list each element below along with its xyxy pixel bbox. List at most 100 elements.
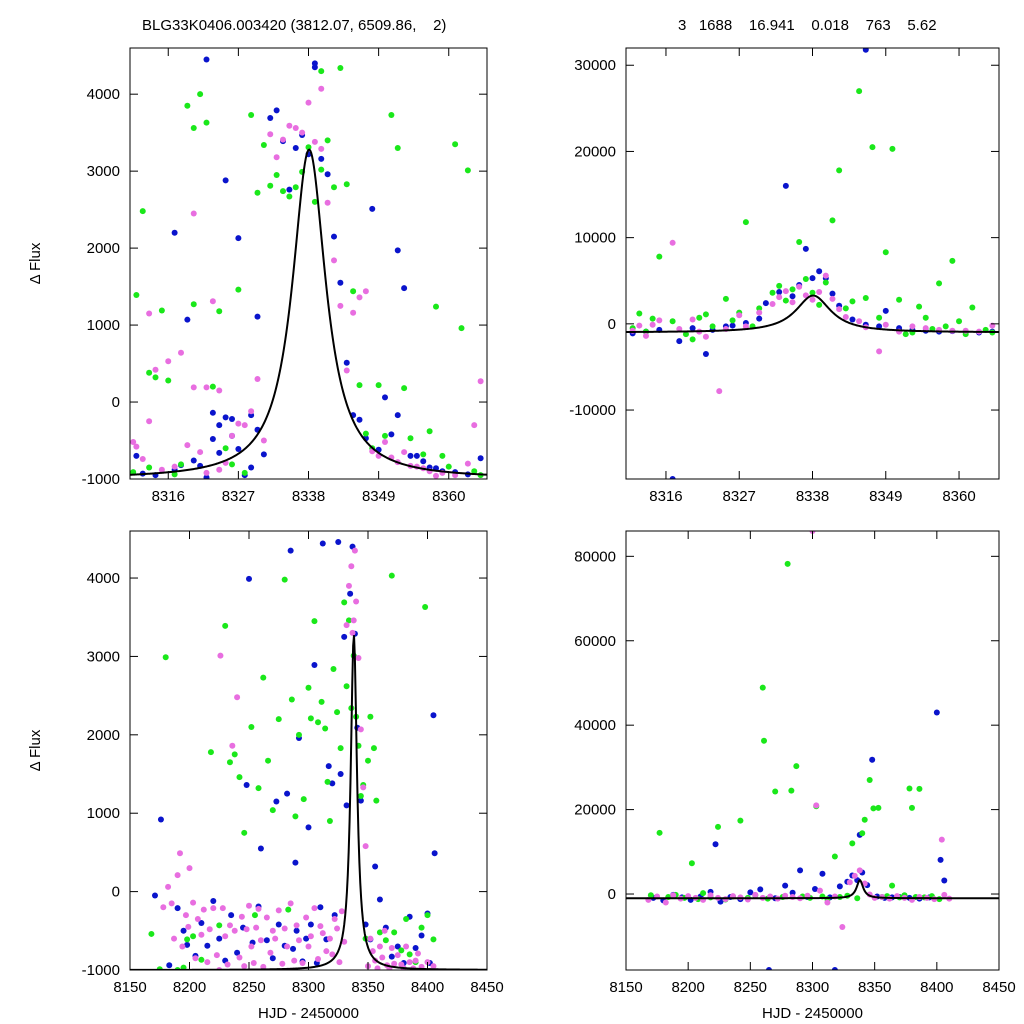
data-point-magenta [636,322,643,329]
data-point-magenta [216,387,223,394]
data-point-blue [882,307,889,314]
data-point-magenta [813,802,820,809]
data-point-magenta [281,925,288,932]
data-point-magenta [182,912,189,919]
data-point-blue [216,449,223,456]
data-point-green [816,301,823,308]
data-point-green [696,314,703,321]
data-point-blue [203,56,210,63]
data-point-blue [869,756,876,763]
data-point-green [152,374,159,381]
data-point-magenta [391,960,398,967]
data-point-green [281,576,288,583]
y-axis-label: Δ Flux [27,729,44,771]
data-point-blue [166,962,173,969]
data-point-blue [311,662,318,669]
data-point-magenta [280,136,286,143]
data-point-green [148,930,155,937]
data-point-blue [757,886,764,893]
data-point-green [426,428,433,435]
data-point-green [916,785,923,792]
panel-top-left: 8316 8327 8338 8349 8360 -1000 0 1000 2000 3000 40… [27,47,488,505]
data-point-magenta [348,563,355,570]
x-tick-label: 8327 [222,488,255,505]
data-point-magenta [323,948,330,955]
data-point-green [822,279,829,286]
data-point-magenta [756,309,763,316]
data-point-blue [184,316,191,323]
data-point-magenta [938,836,945,843]
data-point-blue [941,877,948,884]
data-point-magenta [822,272,829,279]
data-point-magenta [158,466,165,473]
data-point-magenta [292,125,299,132]
data-point-green [184,102,191,109]
data-point-magenta [185,923,192,930]
plot-frame [129,47,488,480]
plot-frame [625,47,1000,480]
data-point-blue [343,359,350,366]
data-point-blue [756,315,763,322]
data-point-blue [388,431,395,438]
data-point-blue [702,351,709,358]
data-point-magenta [649,321,656,328]
y-tick-label: 0 [608,886,616,903]
data-point-green [288,696,295,703]
data-point-green [322,725,329,732]
data-point-blue [836,883,843,890]
data-point-blue [305,824,312,831]
data-point-magenta [241,963,248,970]
data-point-magenta [241,422,248,429]
data-point-magenta [782,288,789,295]
data-point-green [295,731,302,738]
data-point-magenta [829,295,836,302]
data-point-magenta [267,131,274,138]
data-point-magenta [464,460,471,467]
data-point-green [331,184,337,191]
y-tick-label: 4000 [87,86,120,103]
data-point-green [407,435,414,442]
data-point-blue [937,856,944,863]
data-point-green [471,468,478,475]
data-point-magenta [231,927,238,934]
data-point-magenta [769,301,776,308]
data-point-blue [228,912,235,919]
data-point-green [876,314,883,321]
data-point-magenta [882,321,889,328]
y-tick-label: -10000 [569,402,616,419]
data-point-blue [171,229,178,236]
y-tick-label: 0 [112,394,120,411]
data-point-green [209,383,216,390]
data-point-green [889,882,896,889]
data-point-magenta [355,654,362,661]
y-tick-label: 20000 [574,143,616,160]
data-point-green [315,719,322,726]
data-point-blue [394,943,401,950]
data-point-blue [292,145,299,152]
data-point-blue [222,414,229,421]
data-point-blue [284,790,291,797]
data-point-magenta [286,122,293,129]
data-point-magenta [338,908,345,915]
data-point-blue [307,921,314,928]
data-point-green [324,137,331,144]
data-point-magenta [689,316,696,323]
data-point-magenta [326,935,333,942]
data-point-green [241,829,248,836]
data-point-green [305,144,312,151]
data-point-green [382,432,388,439]
data-points [645,531,953,970]
data-point-magenta [165,883,172,890]
data-point-magenta [160,904,167,911]
data-point-blue [933,709,940,716]
data-point-green [222,445,229,452]
data-point-green [235,286,242,293]
data-point-green [756,305,763,312]
data-point-magenta [299,129,306,136]
data-point-magenta [203,469,210,476]
data-point-magenta [287,900,294,907]
data-point-magenta [279,960,286,967]
data-point-magenta [736,312,743,319]
data-point-magenta [152,366,159,373]
data-point-magenta [219,905,226,912]
